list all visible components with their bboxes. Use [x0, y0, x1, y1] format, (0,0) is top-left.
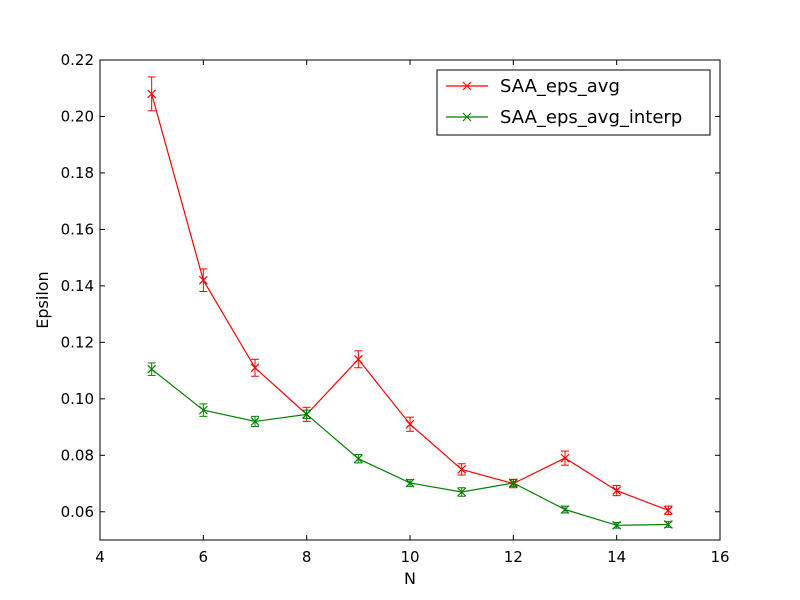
data-point — [250, 363, 260, 373]
ticks-layer: 4 6 8 10 12 14 16 0.06 0.08 0.10 0.12 0.14 0.16 0.18 0… — [61, 51, 730, 566]
x-axis-label: N — [404, 569, 416, 588]
y-tick-label: 0.08 — [61, 446, 94, 464]
y-tick-label: 0.16 — [61, 220, 94, 238]
y-axis-label: Epsilon — [33, 271, 52, 328]
data-point — [353, 354, 363, 364]
y-tick-label: 0.06 — [61, 503, 94, 521]
y-tick-label: 0.22 — [61, 51, 94, 69]
data-point — [508, 478, 518, 488]
legend: SAA_eps_avg SAA_eps_avg_interp — [436, 69, 711, 136]
data-point — [663, 520, 673, 529]
data-point — [612, 486, 622, 496]
data-point — [353, 454, 363, 464]
y-tick-label: 0.20 — [61, 107, 94, 125]
data-point — [457, 487, 467, 497]
data-point — [147, 89, 157, 99]
plot-frame — [99, 59, 721, 541]
data-point — [560, 505, 570, 514]
x-tick-label: 12 — [504, 548, 523, 566]
data-point — [457, 464, 467, 474]
x-tick-label: 4 — [95, 548, 105, 566]
data-point — [147, 364, 157, 374]
data-point — [405, 419, 415, 429]
y-tick-label: 0.14 — [61, 277, 94, 295]
x-tick-label: 8 — [302, 548, 312, 566]
legend-box — [436, 69, 711, 136]
x-tick-label: 10 — [400, 548, 419, 566]
data-point — [405, 478, 415, 488]
series-saa-eps-avg-interp — [147, 362, 673, 530]
y-tick-label: 0.18 — [61, 164, 94, 182]
legend-marker-saa-eps-avg — [462, 81, 472, 91]
data-point — [663, 505, 673, 515]
legend-marker-saa-eps-avg-interp — [462, 112, 472, 122]
x-tick-label: 14 — [607, 548, 626, 566]
data-point — [560, 453, 570, 463]
x-tick-label: 6 — [199, 548, 209, 566]
data-point — [612, 520, 622, 530]
y-tick-label: 0.10 — [61, 390, 94, 408]
data-point — [198, 275, 208, 285]
data-point — [198, 405, 208, 415]
y-tick-label: 0.12 — [61, 333, 94, 351]
x-tick-label: 16 — [710, 548, 729, 566]
data-point — [302, 409, 312, 419]
data-point — [250, 416, 260, 426]
legend-label-saa-eps-avg: SAA_eps_avg — [500, 76, 620, 97]
series-layer — [147, 76, 673, 530]
legend-label-saa-eps-avg-interp: SAA_eps_avg_interp — [500, 107, 682, 128]
